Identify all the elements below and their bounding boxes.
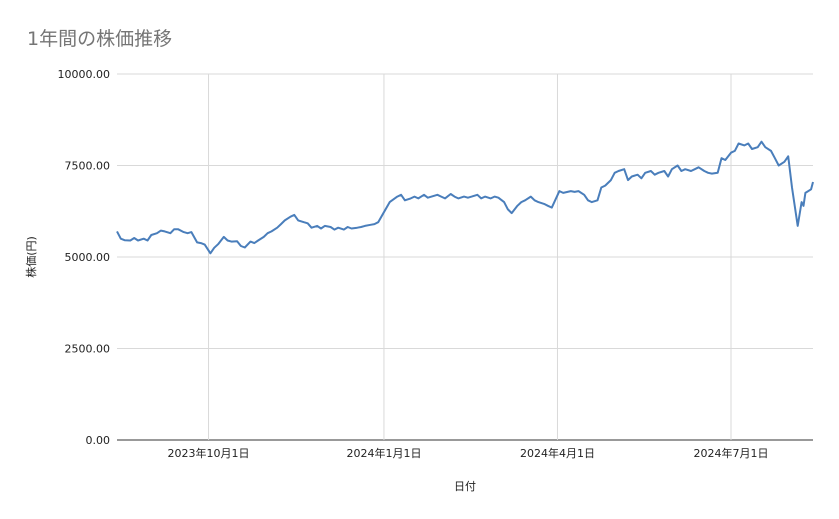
series-layer (116, 140, 814, 255)
x-tick-label: 2023年10月1日 (168, 446, 250, 460)
x-tick-label: 2024年4月1日 (520, 446, 595, 460)
y-tick-label: 2500.00 (65, 343, 111, 356)
grid (117, 73, 813, 441)
y-tick-label: 5000.00 (65, 251, 111, 264)
y-tick-label: 10000.00 (58, 68, 111, 81)
y-tick-label: 7500.00 (65, 160, 111, 173)
chart-title: 1年間の株価推移 (27, 28, 173, 50)
series-line (116, 140, 814, 255)
y-axis-ticks: 0.00 2500.00 5000.00 7500.00 10000.00 (58, 68, 111, 447)
y-tick-label: 0.00 (86, 434, 111, 447)
x-tick-label: 2024年7月1日 (694, 446, 769, 460)
y-axis-title: 株価(円) (24, 236, 38, 278)
x-axis-title: 日付 (454, 480, 476, 493)
x-axis-ticks: 2023年10月1日 2024年1月1日 2024年4月1日 2024年7月1日 (168, 446, 769, 460)
x-tick-label: 2024年1月1日 (346, 446, 421, 460)
